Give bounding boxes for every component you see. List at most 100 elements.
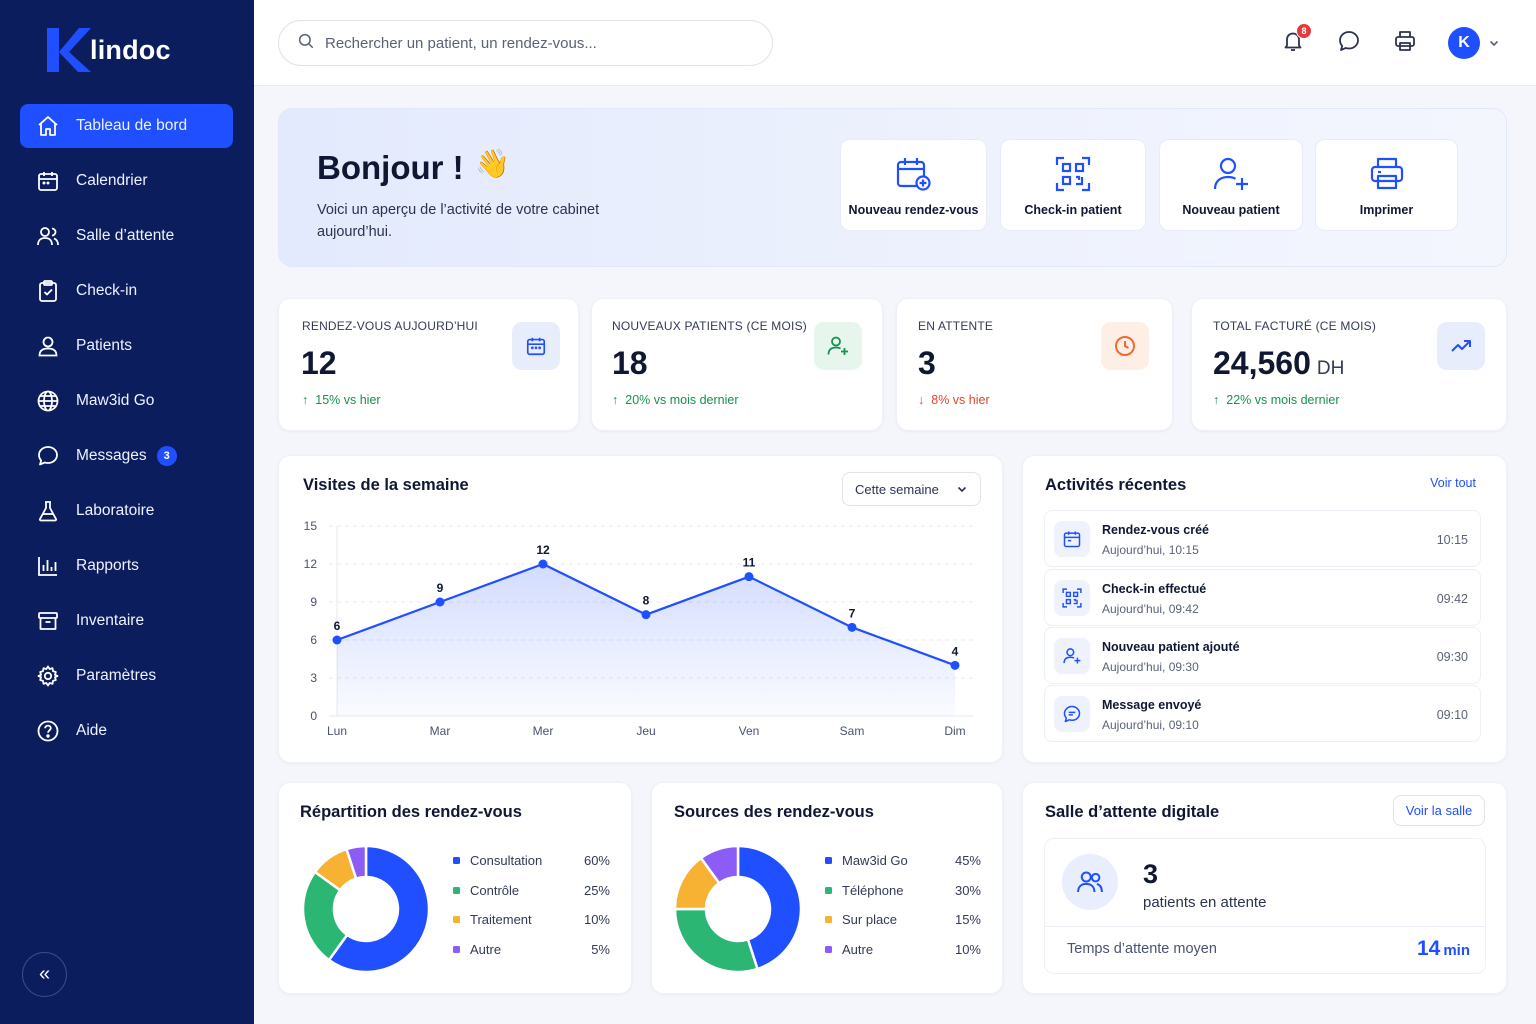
check-in-patient-button[interactable]: Check-in patient	[1000, 139, 1146, 231]
data-point[interactable]	[744, 572, 754, 582]
notifications-button[interactable]: 8	[1278, 23, 1312, 58]
data-label: 4	[952, 644, 959, 658]
legend-item: Autre	[825, 942, 873, 957]
bell-icon	[1281, 29, 1305, 58]
data-point[interactable]	[950, 660, 960, 670]
activity-item[interactable]: Message envoyé Aujourd’hui, 09:10 09:10	[1044, 685, 1481, 742]
stat-delta: ↓ 8% vs hier	[918, 393, 990, 407]
sidebar-item-label: Rapports	[76, 557, 139, 574]
data-point[interactable]	[332, 635, 342, 645]
period-select[interactable]: Cette semaine	[842, 472, 981, 506]
weekly-visits-chart: 0 3 6 9 12 15 6 Lun 9 Mar 12 Mer 8 Jeu 11 Ven 7 Sam 4 Dim	[304, 519, 974, 738]
activity-title: Check-in effectué	[1102, 582, 1207, 596]
view-room-button[interactable]: Voir la salle	[1393, 795, 1485, 826]
legend-item: Contrôle	[453, 883, 519, 898]
y-tick-label: 9	[310, 595, 317, 609]
data-label: 9	[437, 581, 444, 595]
sidebar-item-inventory[interactable]: Inventaire	[20, 599, 233, 643]
clock-icon	[1101, 322, 1149, 370]
donut-slice[interactable]	[699, 844, 740, 885]
search-bar[interactable]	[278, 20, 773, 66]
flask-icon	[36, 499, 60, 523]
messages-count-badge: 3	[156, 446, 177, 466]
user-avatar[interactable]: K	[1448, 27, 1480, 59]
legend-swatch	[825, 945, 832, 953]
activity-subtitle: Aujourd’hui, 09:30	[1102, 660, 1199, 674]
users-icon	[1062, 854, 1118, 910]
sidebar-item-dashboard[interactable]: Tableau de bord	[20, 104, 233, 148]
sidebar-item-label: Maw3id Go	[76, 392, 155, 409]
distribution-donut-chart	[301, 844, 431, 974]
messages-button[interactable]	[1334, 28, 1364, 58]
sidebar-item-label: Aide	[76, 722, 108, 739]
user-plus-icon	[1212, 155, 1250, 193]
stat-card-total-billed: TOTAL FACTURÉ (CE MOIS) 24,560 DH ↑ 22% vs…	[1191, 298, 1507, 431]
stat-card-appointments-today: RENDEZ-VOUS AUJOURD’HUI 12 ↑ 15% vs hier	[278, 298, 579, 431]
x-tick-label: Jeu	[636, 724, 655, 738]
sidebar-item-settings[interactable]: Paramètres	[20, 654, 233, 698]
calendar-icon	[36, 169, 60, 193]
print-button[interactable]	[1390, 28, 1420, 58]
y-tick-label: 0	[310, 709, 317, 723]
stat-value: 18	[612, 345, 648, 381]
legend-percentage: 60%	[583, 853, 610, 868]
legend-swatch	[825, 857, 832, 864]
legend-percentage: 10%	[583, 912, 610, 927]
legend-percentage: 25%	[583, 882, 610, 898]
logo-k-mark	[44, 26, 92, 74]
sidebar-item-waiting-room[interactable]: Salle d’attente	[20, 214, 233, 258]
sidebar-item-laboratory[interactable]: Laboratoire	[20, 489, 233, 533]
collapse-sidebar-button[interactable]: «	[22, 952, 67, 997]
qr-code-icon	[1054, 155, 1092, 193]
donut-slice[interactable]	[673, 907, 760, 974]
donut-slice[interactable]	[344, 844, 368, 881]
waiting-room-title: Salle d’attente digitale	[1045, 803, 1220, 821]
waiting-room-summary: 3 patients en attente Temps d’attente mo…	[1044, 838, 1486, 974]
sidebar-item-reports[interactable]: Rapports	[20, 544, 233, 588]
qr-code-icon	[1054, 580, 1090, 616]
stat-value: 3	[918, 345, 936, 381]
legend-label: Maw3id Go	[842, 853, 908, 868]
quick-action-label: Imprimer	[1359, 203, 1414, 217]
search-input[interactable]	[325, 34, 745, 52]
stat-delta: ↑ 15% vs hier	[302, 393, 381, 407]
legend-swatch	[453, 945, 460, 953]
data-label: 7	[849, 606, 856, 620]
donut-slice[interactable]	[327, 844, 431, 974]
sidebar-item-patients[interactable]: Patients	[20, 324, 233, 368]
sidebar-item-maw3id-go[interactable]: Maw3id Go	[20, 379, 233, 423]
sidebar-item-check-in[interactable]: Check-in	[20, 269, 233, 313]
data-point[interactable]	[641, 610, 651, 620]
chat-icon	[1337, 29, 1361, 58]
sidebar-item-calendar[interactable]: Calendrier	[20, 159, 233, 203]
activity-item[interactable]: Check-in effectué Aujourd’hui, 09:42 09:…	[1044, 569, 1481, 626]
sidebar-item-label: Check-in	[76, 282, 138, 299]
new-patient-button[interactable]: Nouveau patient	[1159, 139, 1303, 231]
chat-icon	[36, 444, 60, 468]
legend-label: Autre	[470, 941, 502, 957]
data-point[interactable]	[538, 559, 548, 569]
top-bar: 8 K	[254, 0, 1536, 86]
activity-item[interactable]: Nouveau patient ajouté Aujourd’hui, 09:3…	[1044, 627, 1481, 684]
legend-swatch	[825, 916, 832, 923]
sidebar-item-label: Patients	[76, 337, 133, 354]
print-action-button[interactable]: Imprimer	[1315, 139, 1458, 231]
sidebar-item-messages[interactable]: Messages 3	[20, 434, 233, 478]
app-logo[interactable]: lindoc	[44, 26, 171, 74]
distribution-title: Répartition des rendez-vous	[300, 803, 522, 821]
sidebar-item-help[interactable]: Aide	[20, 709, 233, 753]
activity-item[interactable]: Rendez-vous créé Aujourd’hui, 10:15 10:1…	[1044, 510, 1481, 567]
donut-slice[interactable]	[736, 844, 803, 971]
data-point[interactable]	[847, 622, 857, 632]
see-all-link[interactable]: Voir tout	[1430, 476, 1476, 490]
stat-delta: ↑ 22% vs mois dernier	[1213, 393, 1340, 407]
trending-up-icon	[1437, 322, 1485, 370]
x-tick-label: Lun	[327, 724, 347, 738]
clipboard-check-icon	[36, 279, 60, 303]
legend-swatch	[453, 857, 460, 864]
chevron-down-icon[interactable]	[1488, 36, 1500, 54]
quick-action-label: Nouveau patient	[1182, 203, 1280, 217]
new-appointment-button[interactable]: Nouveau rendez-vous	[840, 139, 987, 231]
data-point[interactable]	[435, 597, 445, 607]
welcome-banner: Bonjour ! 👋 Voici un aperçu de l’activit…	[278, 108, 1507, 267]
